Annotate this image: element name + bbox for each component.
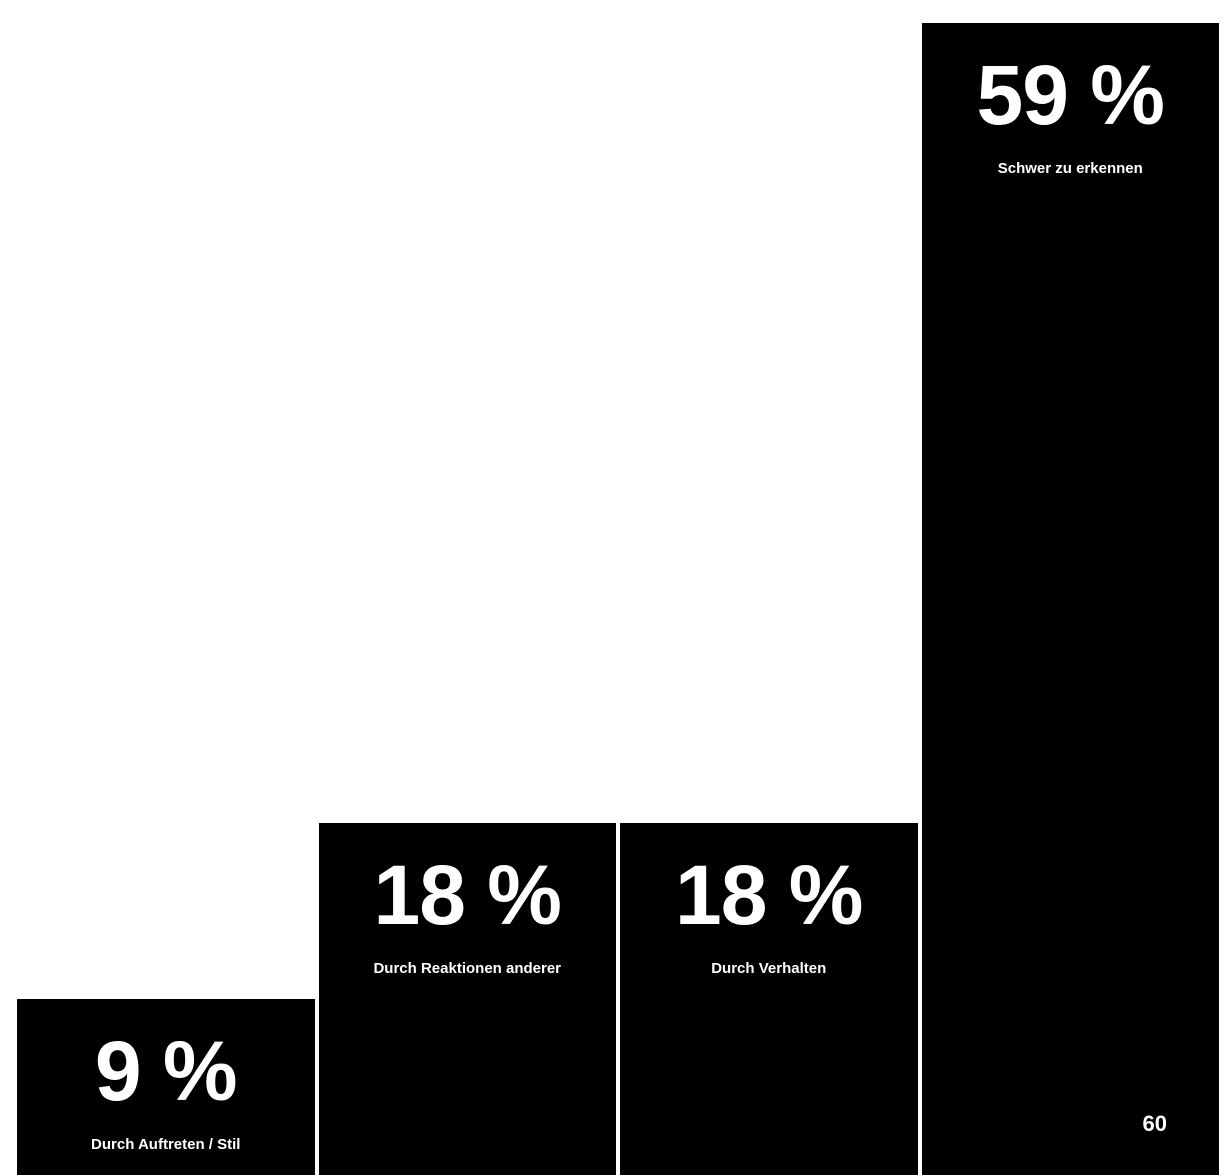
bar-value-label: 59 % <box>976 47 1165 142</box>
bar-category-label: Durch Reaktionen anderer <box>373 960 562 978</box>
bar-category-label: Durch Verhalten <box>711 960 827 978</box>
bar-4: 59 % Schwer zu erkennen <box>921 22 1219 1175</box>
bar-value-label: 9 % <box>94 1024 238 1119</box>
bar-3: 18 % Durch Verhalten <box>620 823 918 1175</box>
bar-2: 18 % Durch Reaktionen anderer <box>318 823 616 1175</box>
bar-value-label: 18 % <box>675 848 863 943</box>
bar-category-label: Schwer zu erkennen <box>997 159 1143 177</box>
page-number: 60 <box>1142 1111 1167 1136</box>
bar-1: 9 % Durch Auftreten / Stil <box>17 999 315 1175</box>
bar-value-label: 18 % <box>373 848 562 943</box>
bar-category-label: Durch Auftreten / Stil <box>91 1136 241 1154</box>
